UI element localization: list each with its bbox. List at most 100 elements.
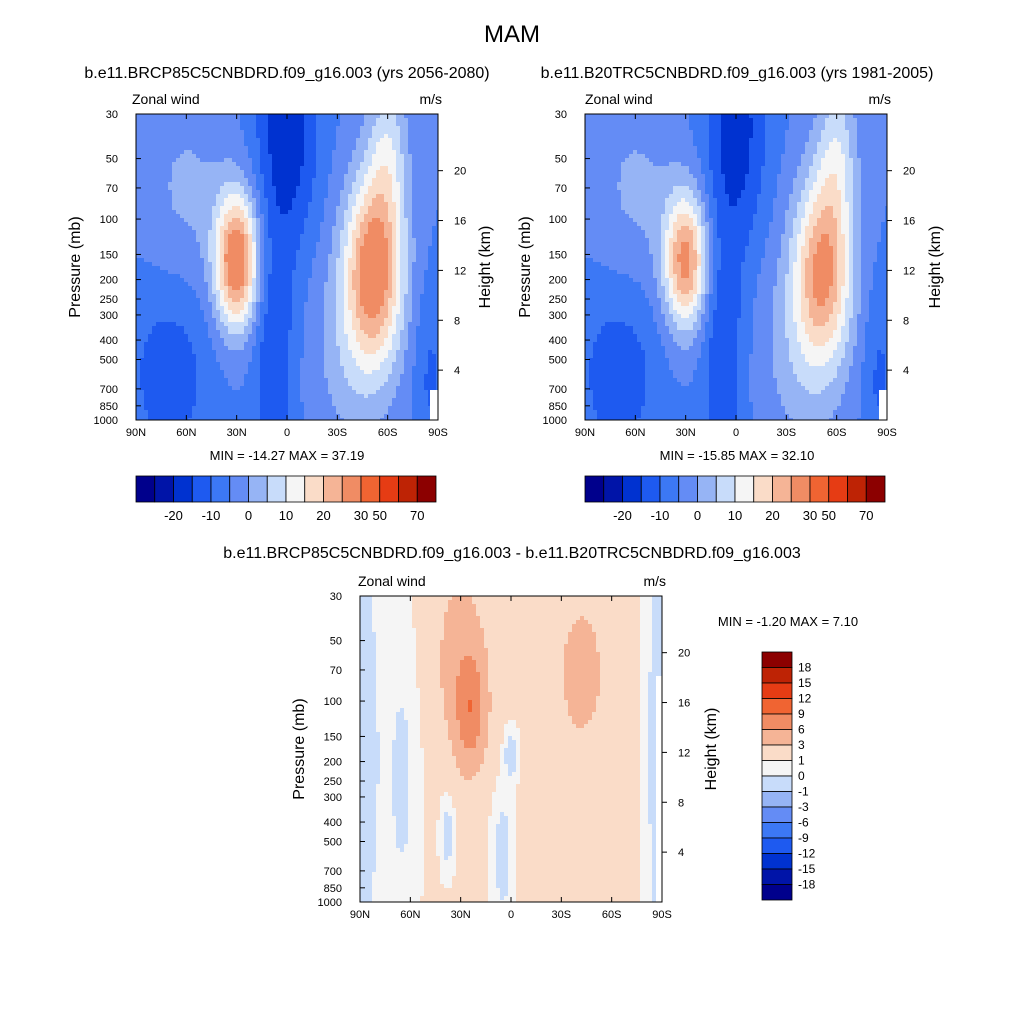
contour-cell: [296, 234, 301, 239]
contour-cell: [168, 238, 173, 243]
contour-cell: [352, 358, 357, 363]
contour-cell: [252, 198, 257, 203]
contour-cell: [328, 198, 333, 203]
contour-cell: [340, 318, 345, 323]
contour-cell: [292, 170, 297, 175]
contour-cell: [256, 334, 261, 339]
contour-cell: [212, 246, 217, 251]
contour-cell: [408, 202, 413, 207]
contour-cell: [408, 266, 413, 271]
contour-cell: [140, 270, 145, 275]
contour-cell: [204, 250, 209, 255]
contour-cell: [284, 190, 289, 195]
contour-cell: [196, 238, 201, 243]
contour-cell: [304, 282, 309, 287]
contour-cell: [240, 338, 245, 343]
contour-cell: [316, 122, 321, 127]
contour-cell: [264, 234, 269, 239]
contour-cell: [180, 130, 185, 135]
contour-cell: [320, 318, 325, 323]
contour-cell: [236, 154, 241, 159]
contour-cell: [284, 246, 289, 251]
contour-cell: [336, 234, 341, 239]
contour-cell: [256, 150, 261, 155]
contour-cell: [284, 234, 289, 239]
contour-cell: [192, 166, 197, 171]
contour-cell: [280, 118, 285, 123]
contour-cell: [240, 226, 245, 231]
contour-cell: [424, 214, 429, 219]
contour-cell: [272, 362, 277, 367]
contour-cell: [360, 206, 365, 211]
contour-cell: [344, 306, 349, 311]
contour-cell: [328, 214, 333, 219]
contour-cell: [428, 134, 433, 139]
contour-cell: [256, 122, 261, 127]
contour-cell: [232, 258, 237, 263]
contour-cell: [276, 266, 281, 271]
contour-cell: [252, 222, 257, 227]
contour-cell: [396, 250, 401, 255]
contour-cell: [412, 254, 417, 259]
contour-cell: [168, 154, 173, 159]
contour-cell: [188, 330, 193, 335]
contour-cell: [324, 114, 329, 119]
contour-cell: [192, 318, 197, 323]
contour-cell: [228, 210, 233, 215]
contour-cell: [140, 130, 145, 135]
contour-cell: [364, 130, 369, 135]
contour-cell: [268, 142, 273, 147]
contour-cell: [200, 178, 205, 183]
contour-cell: [348, 166, 353, 171]
contour-cell: [396, 122, 401, 127]
contour-cell: [252, 234, 257, 239]
contour-cell: [308, 166, 313, 171]
contour-cell: [324, 154, 329, 159]
contour-cell: [208, 222, 213, 227]
contour-cell: [272, 262, 277, 267]
contour-cell: [260, 278, 265, 283]
contour-cell: [324, 338, 329, 343]
contour-cell: [244, 258, 249, 263]
contour-cell: [148, 174, 153, 179]
contour-cell: [136, 282, 141, 287]
contour-cell: [264, 282, 269, 287]
contour-cell: [176, 198, 181, 203]
contour-cell: [432, 366, 437, 371]
contour-cell: [236, 194, 241, 199]
contour-cell: [340, 362, 345, 367]
contour-cell: [304, 290, 309, 295]
contour-cell: [196, 286, 201, 291]
contour-cell: [392, 230, 397, 235]
contour-cell: [432, 158, 437, 163]
contour-cell: [424, 130, 429, 135]
contour-cell: [384, 230, 389, 235]
contour-cell: [380, 330, 385, 335]
contour-cell: [420, 182, 425, 187]
contour-cell: [416, 154, 421, 159]
contour-cell: [264, 166, 269, 171]
contour-cell: [312, 154, 317, 159]
contour-cell: [196, 374, 201, 379]
contour-cell: [368, 178, 373, 183]
contour-cell: [172, 226, 177, 231]
contour-cell: [376, 262, 381, 267]
contour-cell: [296, 150, 301, 155]
contour-cell: [272, 138, 277, 143]
contour-cell: [408, 210, 413, 215]
contour-cell: [184, 222, 189, 227]
contour-cell: [352, 194, 357, 199]
contour-cell: [288, 370, 293, 375]
contour-cell: [216, 210, 221, 215]
contour-cell: [316, 358, 321, 363]
contour-cell: [420, 334, 425, 339]
contour-cell: [416, 290, 421, 295]
contour-cell: [340, 354, 345, 359]
contour-cell: [252, 118, 257, 123]
contour-cell: [436, 218, 438, 223]
contour-cell: [152, 246, 157, 251]
contour-cell: [324, 170, 329, 175]
contour-cell: [404, 294, 409, 299]
contour-cell: [180, 302, 185, 307]
contour-cell: [276, 374, 281, 379]
